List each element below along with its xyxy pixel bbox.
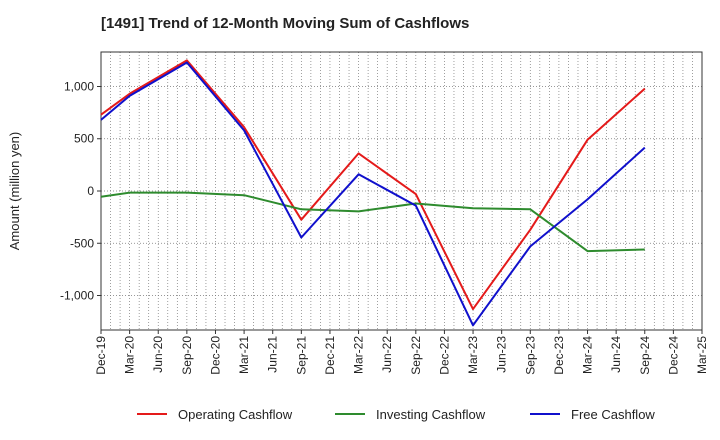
x-tick-label: Jun-24 (609, 336, 623, 373)
legend-label-free-cashflow: Free Cashflow (571, 407, 655, 422)
x-tick-label: Jun-21 (266, 336, 280, 373)
x-tick-label: Dec-20 (208, 336, 222, 375)
legend-label-operating-cashflow: Operating Cashflow (178, 407, 293, 422)
x-tick-label: Dec-22 (437, 336, 451, 375)
series-layer (100, 59, 646, 327)
axis-layer: -1,000 -500 0 500 1,000 Dec-19 Mar-20 Jun-20 Sep… (60, 51, 709, 375)
y-tick-label: 1,000 (64, 79, 94, 93)
y-tick-label: 0 (87, 184, 94, 198)
x-tick-label: Mar-21 (237, 336, 251, 374)
x-tick-label: Dec-24 (666, 336, 680, 375)
y-axis-label: Amount (million yen) (7, 132, 22, 251)
series-line-investing-cashflow (100, 191, 645, 253)
y-tick-label: 500 (74, 132, 94, 146)
x-tick-label: Mar-24 (581, 336, 595, 374)
x-tick-label: Mar-20 (123, 336, 137, 374)
x-tick-label: Sep-20 (180, 336, 194, 375)
chart-title: [1491] Trend of 12-Month Moving Sum of C… (101, 15, 470, 32)
legend-label-investing-cashflow: Investing Cashflow (376, 407, 486, 422)
x-tick-label: Sep-24 (638, 336, 652, 375)
x-tick-label: Jun-20 (151, 336, 165, 373)
x-tick-label: Mar-23 (466, 336, 480, 374)
x-tick-label: Jun-22 (380, 336, 394, 373)
x-tick-label: Sep-23 (523, 336, 537, 375)
x-tick-label: Dec-21 (323, 336, 337, 375)
x-tick-label: Jun-23 (495, 336, 509, 373)
legend: Operating Cashflow Investing Cashflow Free… (137, 407, 655, 422)
x-tick-label: Mar-22 (352, 336, 366, 374)
x-tick-label: Dec-23 (552, 336, 566, 375)
y-tick-label: -1,000 (60, 289, 94, 303)
series-line-free-cashflow (100, 61, 646, 327)
x-tick-label: Mar-25 (695, 336, 709, 374)
x-tick-label: Sep-22 (409, 336, 423, 375)
x-tick-label: Sep-21 (294, 336, 308, 375)
x-tick-label: Dec-19 (94, 336, 108, 375)
series-line-operating-cashflow (100, 59, 646, 311)
y-tick-label: -500 (70, 236, 94, 250)
grid-layer (100, 52, 703, 330)
